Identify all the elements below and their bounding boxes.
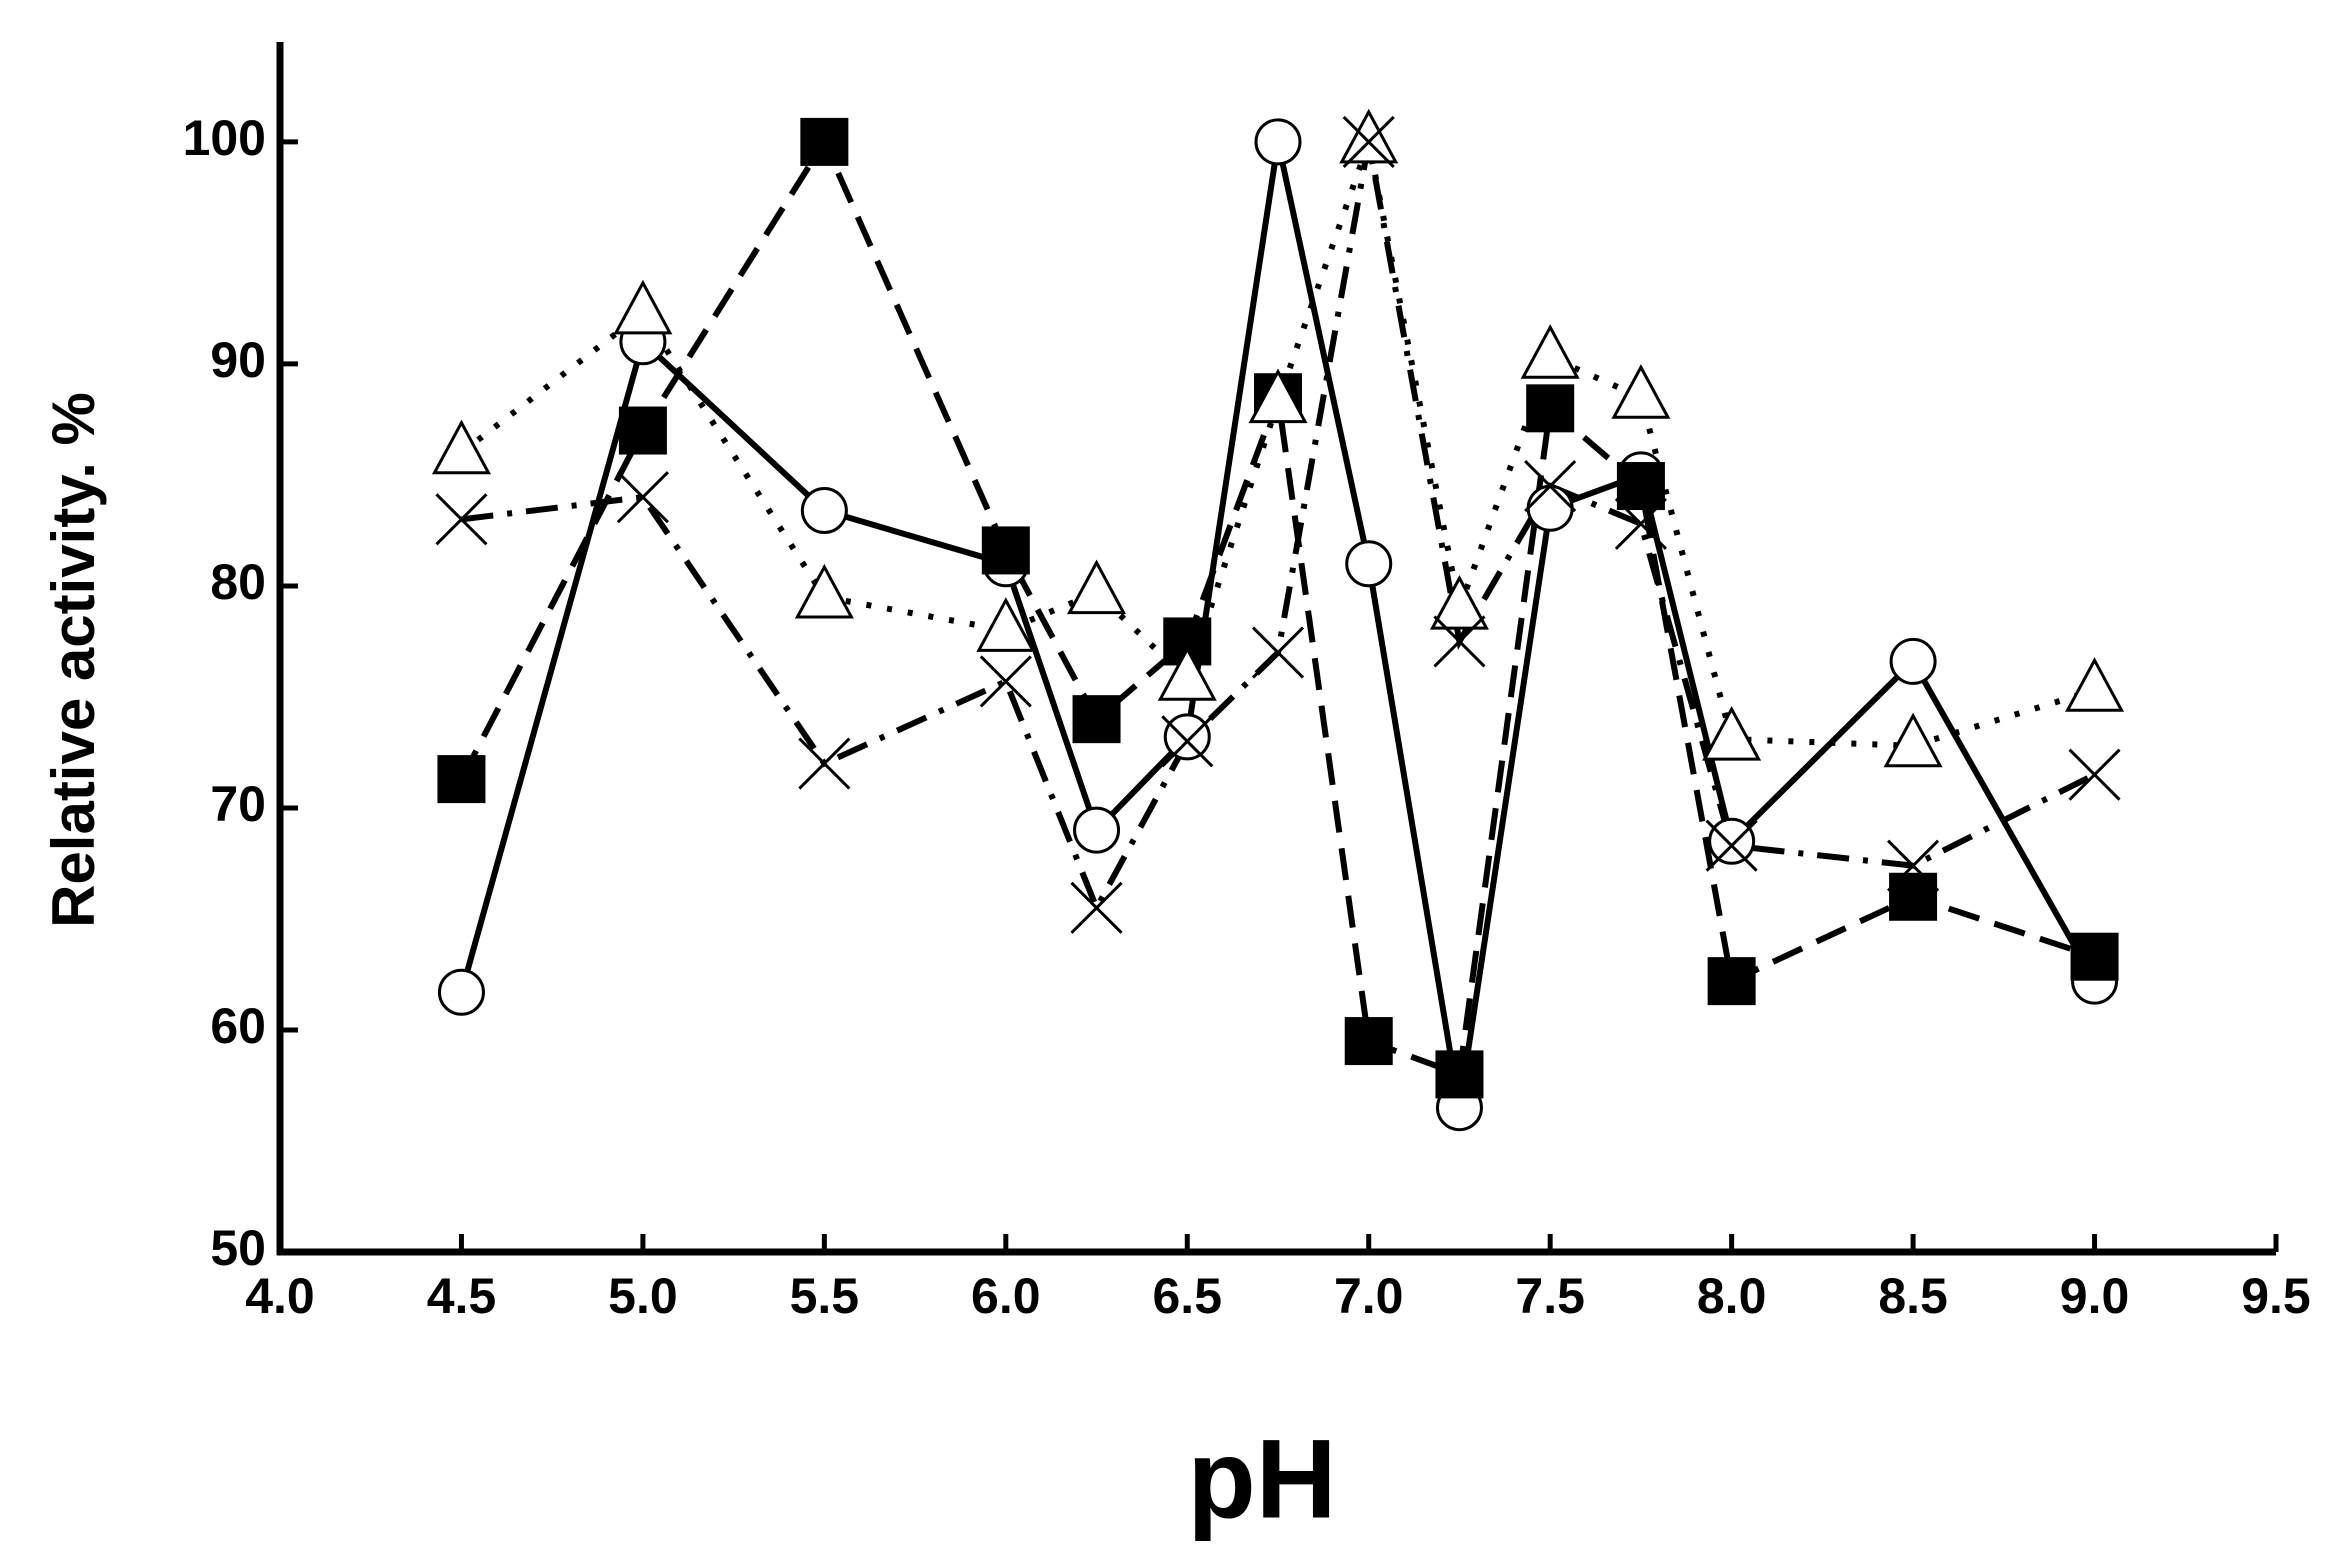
marker — [1157, 646, 1217, 701]
y-tick-label: 70 — [210, 776, 266, 832]
marker — [613, 279, 673, 335]
marker — [618, 406, 667, 455]
marker — [800, 117, 849, 166]
x-tick-label: 8.0 — [1697, 1268, 1767, 1324]
x-tick-label: 9.5 — [2241, 1268, 2311, 1324]
marker — [1067, 559, 1127, 615]
marker — [1251, 626, 1305, 679]
marker — [1344, 1017, 1393, 1066]
marker — [1702, 705, 1762, 761]
x-tick-label: 4.0 — [245, 1268, 315, 1324]
marker — [1435, 1050, 1484, 1099]
marker — [981, 526, 1030, 575]
marker — [1526, 484, 1574, 532]
x-tick-label: 7.5 — [1515, 1268, 1585, 1324]
marker — [1161, 715, 1214, 768]
x-tick-label: 8.5 — [1878, 1268, 1948, 1324]
series-line — [461, 141, 2096, 915]
x-tick-label: 9.0 — [2060, 1268, 2130, 1324]
x-axis-label: pH — [1187, 1417, 1336, 1542]
x-tick-label: 5.0 — [608, 1268, 678, 1324]
marker — [1883, 712, 1943, 768]
x-tick-label: 7.0 — [1334, 1268, 1404, 1324]
series-line — [458, 135, 2096, 1079]
marker — [1889, 872, 1938, 921]
marker — [1611, 364, 1671, 419]
marker — [437, 755, 486, 804]
marker — [1433, 615, 1486, 668]
marker — [1614, 497, 1667, 550]
marker — [976, 597, 1036, 652]
marker — [800, 486, 848, 534]
marker — [1254, 118, 1302, 166]
marker — [1526, 384, 1575, 433]
x-tick-label: 6.0 — [971, 1268, 1041, 1324]
marker — [437, 968, 485, 1016]
marker — [1707, 957, 1756, 1006]
x-tick-label: 4.5 — [427, 1268, 497, 1324]
marker — [798, 737, 851, 790]
marker — [2070, 932, 2119, 981]
marker — [1072, 695, 1121, 744]
marker — [1429, 574, 1489, 630]
series-line — [458, 141, 2098, 1109]
marker — [1070, 881, 1123, 934]
marker — [979, 655, 1032, 708]
marker — [2065, 657, 2125, 712]
marker — [1524, 459, 1577, 513]
x-tick-label: 5.5 — [790, 1268, 860, 1324]
marker — [1520, 324, 1580, 379]
y-tick-label: 100 — [183, 110, 266, 166]
marker — [1345, 540, 1393, 588]
marker — [431, 419, 491, 475]
y-tick-label: 90 — [210, 332, 266, 388]
y-tick-label: 60 — [210, 998, 266, 1054]
y-tick-label: 50 — [210, 1220, 266, 1276]
y-axis-label: Relative activity. % — [40, 392, 107, 928]
marker — [1616, 462, 1665, 511]
marker — [1339, 108, 1399, 164]
marker — [616, 471, 669, 524]
x-tick-label: 6.5 — [1153, 1268, 1223, 1324]
marker — [794, 563, 854, 619]
marker — [1073, 806, 1121, 854]
marker — [1708, 817, 1756, 865]
marker — [435, 493, 488, 546]
marker — [1889, 637, 1937, 685]
marker — [2068, 748, 2121, 801]
y-tick-label: 80 — [210, 554, 266, 610]
marker — [1342, 115, 1395, 168]
marker — [1163, 713, 1211, 761]
marker — [1248, 368, 1308, 424]
marker — [1705, 819, 1758, 872]
marker — [1887, 839, 1940, 892]
